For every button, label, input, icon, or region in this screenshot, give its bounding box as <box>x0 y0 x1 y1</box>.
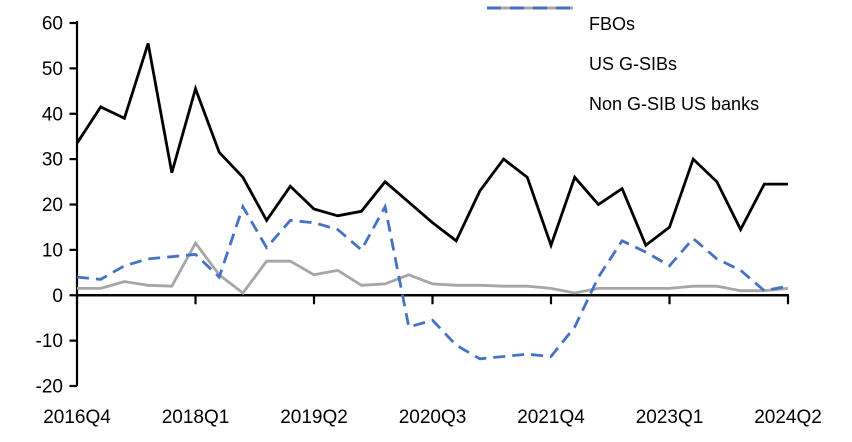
series-line-non-g-sib-us-banks <box>76 202 789 361</box>
y-axis-tick-label: 20 <box>42 195 63 216</box>
legend-line-sample-non-gsib-us-banks <box>487 6 573 108</box>
y-axis-tick-label: 0 <box>52 286 63 307</box>
series-line-us-g-sibs <box>77 240 789 295</box>
legend: FBOs US G-SIBs Non G-SIB US banks <box>487 4 759 124</box>
x-axis-tick-label: 2024Q2 <box>754 407 822 428</box>
y-axis-tick-label: 50 <box>42 59 63 80</box>
y-axis-tick-label: 60 <box>42 14 63 35</box>
y-axis-tick-label: -20 <box>36 377 63 398</box>
legend-label-fbos: FBOs <box>589 13 636 34</box>
legend-line-sample-us-gsibs <box>487 6 573 68</box>
x-axis-tick-label: 2016Q4 <box>43 407 111 428</box>
legend-label-us-gsibs: US G-SIBs <box>589 53 678 74</box>
series-line-fbos <box>75 42 788 250</box>
x-axis-tick-label: 2019Q2 <box>280 407 348 428</box>
legend-label-non-gsib-us-banks: Non G-SIB US banks <box>589 93 760 114</box>
y-axis-tick-label: 40 <box>42 104 63 125</box>
x-axis-tick-label: 2018Q1 <box>162 407 230 428</box>
x-axis-tick-label: 2020Q3 <box>399 407 467 428</box>
y-axis-tick-label: 30 <box>42 150 63 171</box>
x-axis-tick-label: 2023Q1 <box>636 407 704 428</box>
legend-line-sample-fbos <box>487 6 573 28</box>
x-axis-tick-label: 2021Q4 <box>517 407 585 428</box>
legend-item-us-gsibs: US G-SIBs <box>487 6 759 84</box>
y-axis-tick-label: -10 <box>36 331 63 352</box>
legend-item-non-gsib-us-banks: Non G-SIB US banks <box>487 6 760 124</box>
y-axis-tick-label: 10 <box>42 240 63 261</box>
